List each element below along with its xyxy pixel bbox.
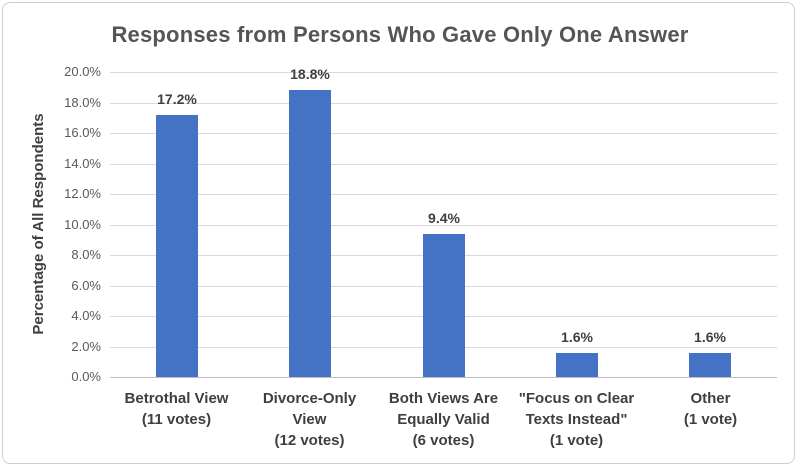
- gridline: [110, 133, 777, 134]
- gridline: [110, 103, 777, 104]
- bar-3: [423, 234, 465, 377]
- y-axis-tick-label: 0.0%: [71, 369, 101, 384]
- gridline: [110, 72, 777, 73]
- y-axis-tick-label: 2.0%: [71, 339, 101, 354]
- chart-border: [2, 2, 795, 464]
- y-axis-tick-label: 8.0%: [71, 247, 101, 262]
- y-axis-tick-label: 20.0%: [64, 64, 101, 79]
- x-axis-category-label: Other (1 vote): [683, 390, 738, 428]
- gridline: [110, 194, 777, 195]
- bar-4: [556, 353, 598, 377]
- x-axis-category-label: "Focus on Clear Texts Instead" (1 vote): [518, 390, 635, 449]
- x-axis-line: [110, 377, 777, 378]
- bar-value-label: 1.6%: [561, 329, 593, 345]
- y-axis-tick-label: 18.0%: [64, 95, 101, 110]
- bar-value-label: 18.8%: [290, 66, 330, 82]
- y-axis-tick-label: 10.0%: [64, 217, 101, 232]
- bar-value-label: 17.2%: [157, 91, 197, 107]
- gridline: [110, 164, 777, 165]
- x-axis-category-label: Both Views Are Equally Valid (6 votes): [388, 390, 499, 449]
- x-axis-category-label: Betrothal View (11 votes): [124, 390, 229, 428]
- bar-2: [289, 90, 331, 377]
- y-axis-tick-label: 16.0%: [64, 125, 101, 140]
- bar-value-label: 9.4%: [428, 210, 460, 226]
- y-axis-tick-label: 6.0%: [71, 278, 101, 293]
- bar-value-label: 1.6%: [694, 329, 726, 345]
- chart-title: Responses from Persons Who Gave Only One…: [111, 22, 689, 47]
- x-axis-category-label: Divorce-Only View (12 votes): [262, 390, 357, 449]
- bar-1: [156, 115, 198, 377]
- gridline: [110, 225, 777, 226]
- y-axis-tick-label: 14.0%: [64, 156, 101, 171]
- bar-5: [689, 353, 731, 377]
- y-axis-tick-label: 12.0%: [64, 186, 101, 201]
- y-axis-tick-label: 4.0%: [71, 308, 101, 323]
